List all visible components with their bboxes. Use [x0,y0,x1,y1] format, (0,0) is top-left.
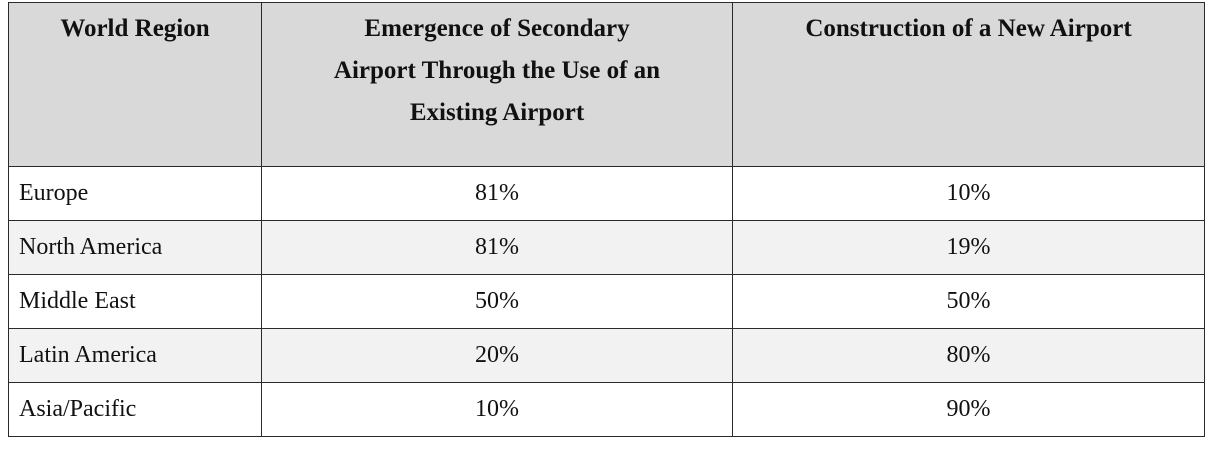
table-container: World Region Emergence of Secondary Airp… [8,2,1205,437]
header-secondary-airport-label: Emergence of Secondary Airport Through t… [333,15,661,126]
header-world-region-label: World Region [60,15,210,42]
cell-region: Latin America [8,328,262,383]
cell-secondary: 81% [261,166,733,221]
table-row: Asia/Pacific 10% 90% [8,382,1205,437]
table-row: North America 81% 19% [8,220,1205,275]
cell-new-airport: 19% [732,220,1205,275]
header-secondary-airport: Emergence of Secondary Airport Through t… [261,2,733,167]
table-header-row: World Region Emergence of Secondary Airp… [8,2,1205,167]
cell-region: Asia/Pacific [8,382,262,437]
cell-new-airport: 90% [732,382,1205,437]
cell-new-airport: 10% [732,166,1205,221]
cell-new-airport: 50% [732,274,1205,329]
header-new-airport: Construction of a New Airport [732,2,1205,167]
cell-region: North America [8,220,262,275]
cell-region: Europe [8,166,262,221]
table-row: Latin America 20% 80% [8,328,1205,383]
table-row: Europe 81% 10% [8,166,1205,221]
table-row: Middle East 50% 50% [8,274,1205,329]
cell-secondary: 81% [261,220,733,275]
cell-secondary: 20% [261,328,733,383]
cell-region: Middle East [8,274,262,329]
airport-development-table: World Region Emergence of Secondary Airp… [8,2,1205,437]
cell-secondary: 10% [261,382,733,437]
cell-new-airport: 80% [732,328,1205,383]
cell-secondary: 50% [261,274,733,329]
header-new-airport-label: Construction of a New Airport [805,15,1132,42]
header-world-region: World Region [8,2,262,167]
